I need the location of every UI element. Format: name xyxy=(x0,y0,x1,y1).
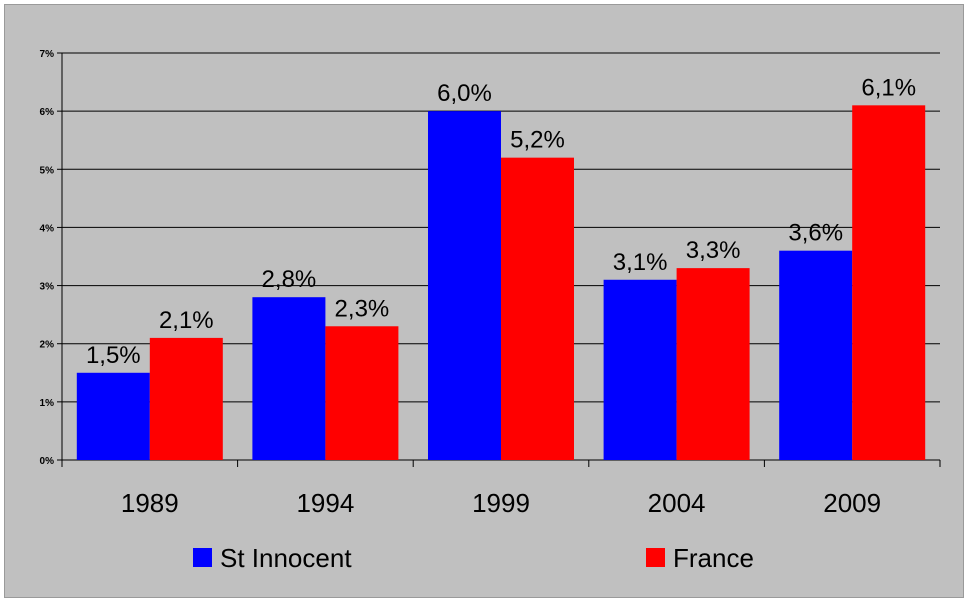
data-label: 2,3% xyxy=(335,295,390,322)
bar xyxy=(149,337,223,460)
bar xyxy=(428,111,501,461)
bar xyxy=(603,279,677,460)
axes: 0% 1% 2% 3% 4% 5% 6% 7% 1989 1994 1999 2004 2009 xyxy=(40,49,941,518)
x-tick-label: 2009 xyxy=(823,488,881,518)
x-tick-label: 2004 xyxy=(648,488,706,518)
y-tick-label: 1% xyxy=(40,398,55,409)
bars xyxy=(76,105,926,461)
x-tick-label: 1994 xyxy=(296,488,354,518)
y-tick-label: 4% xyxy=(40,223,55,234)
bar xyxy=(501,157,574,460)
legend-label: France xyxy=(673,543,754,573)
legend-label: St Innocent xyxy=(220,543,352,573)
data-label: 6,1% xyxy=(861,74,916,101)
data-label: 3,6% xyxy=(788,220,843,247)
y-tick-label: 2% xyxy=(40,340,55,351)
y-tick-label: 7% xyxy=(40,49,55,60)
bar xyxy=(252,297,326,460)
y-tick-label: 6% xyxy=(40,107,55,118)
bar xyxy=(325,326,399,460)
data-label: 2,8% xyxy=(262,266,317,293)
data-label: 6,0% xyxy=(437,80,492,107)
x-tick-label: 1989 xyxy=(121,488,179,518)
x-tick-label: 1999 xyxy=(472,488,530,518)
bar xyxy=(76,372,150,460)
y-tick-label: 0% xyxy=(40,456,55,467)
legend-swatch xyxy=(646,548,665,567)
y-tick-label: 5% xyxy=(40,165,55,176)
bar xyxy=(676,268,750,460)
data-label: 1,5% xyxy=(86,342,141,369)
data-label: 3,3% xyxy=(686,237,741,264)
bar xyxy=(779,250,853,460)
legend-swatch xyxy=(193,548,212,567)
legend: St Innocent France xyxy=(193,543,754,573)
data-label: 5,2% xyxy=(510,127,565,154)
data-label: 2,1% xyxy=(159,307,214,334)
data-labels: 1,5% 2,8% 6,0% 3,1% 3,6% 2,1% 2,3% 5,2% 3,3% 6,1% xyxy=(86,74,916,368)
bar xyxy=(852,105,926,460)
y-tick-label: 3% xyxy=(40,282,55,293)
data-label: 3,1% xyxy=(613,249,668,276)
